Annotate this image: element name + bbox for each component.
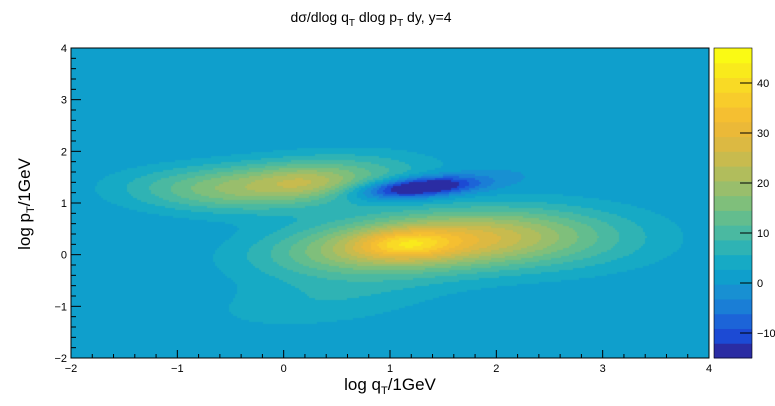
colorbar-tick-label: 20 xyxy=(757,178,769,190)
colorbar-tick-label: 30 xyxy=(757,128,769,140)
colorbar-tick-label: 10 xyxy=(757,228,769,240)
y-tick-label: −1 xyxy=(54,301,67,313)
plot-area xyxy=(71,48,709,358)
colorbar-band xyxy=(714,136,752,152)
colorbar-band xyxy=(714,313,752,329)
x-tick-label: −1 xyxy=(171,363,184,375)
y-tick-label: 4 xyxy=(61,43,67,55)
x-tick-label: 4 xyxy=(706,363,712,375)
y-tick-label: 2 xyxy=(61,146,67,158)
colorbar-band xyxy=(714,225,752,241)
y-tick-label: 0 xyxy=(61,250,67,262)
colorbar-band xyxy=(714,180,752,197)
colorbar-band xyxy=(714,77,752,93)
colorbar-band xyxy=(714,62,752,79)
colorbar-band xyxy=(714,284,752,300)
colorbar-band xyxy=(714,239,752,256)
colorbar-band xyxy=(714,121,752,138)
colorbar-band xyxy=(714,48,752,64)
colorbar-band xyxy=(714,195,752,211)
axes xyxy=(70,47,710,359)
colorbar-tick-label: −10 xyxy=(757,328,775,340)
colorbar-band xyxy=(714,107,752,123)
colorbar-band xyxy=(714,166,752,182)
x-tick-label: 2 xyxy=(493,363,499,375)
colorbar xyxy=(713,47,753,359)
colorbar-frame xyxy=(713,47,753,359)
colorbar-band xyxy=(714,210,752,226)
y-tick-label: 3 xyxy=(61,95,67,107)
x-tick-label: −2 xyxy=(65,363,78,375)
x-tick-label: 3 xyxy=(600,363,606,375)
colorbar-band xyxy=(714,298,752,315)
colorbar-band xyxy=(714,254,752,270)
y-tick-label: 1 xyxy=(61,198,67,210)
colorbar-band xyxy=(714,92,752,108)
x-tick-label: 0 xyxy=(281,363,287,375)
colorbar-tick-label: 40 xyxy=(757,78,769,90)
chart-title: dσ/dlog qT dlog pT dy, y=4 xyxy=(290,9,451,29)
colorbar-band xyxy=(714,343,752,359)
colorbar-band xyxy=(714,269,752,285)
colorbar-band xyxy=(714,151,752,167)
x-axis-label: log qT/1GeV xyxy=(344,375,436,397)
y-tick-label: −2 xyxy=(54,353,67,365)
colorbar-band xyxy=(714,328,752,344)
colorbar-tick-label: 0 xyxy=(757,278,763,290)
y-axis-label: log pT/1GeV xyxy=(15,157,37,249)
contour-fill xyxy=(71,48,709,358)
x-tick-label: 1 xyxy=(387,363,393,375)
